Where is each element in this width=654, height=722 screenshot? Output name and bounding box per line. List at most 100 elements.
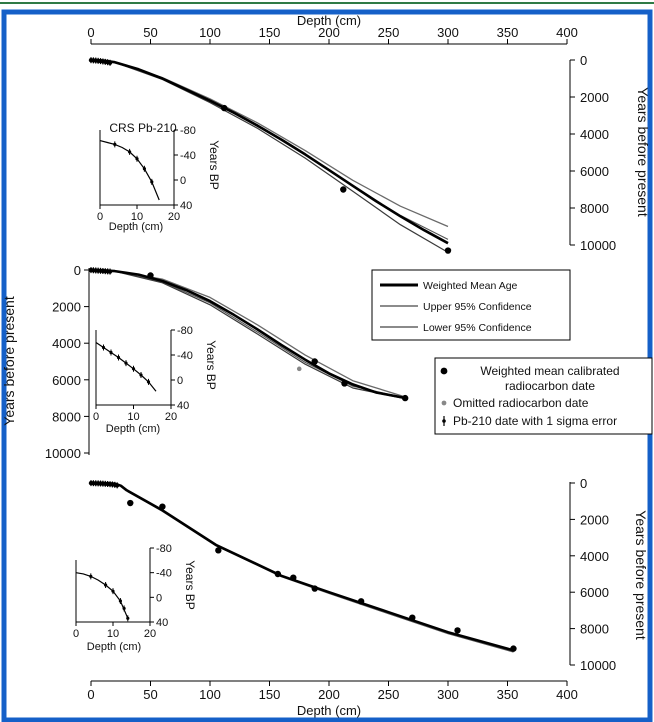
bottom-pb210-point bbox=[114, 483, 120, 488]
middle-inset-pb210-point bbox=[131, 367, 136, 371]
bottom-inset-pb210-curve bbox=[75, 572, 129, 619]
bottom-radiocarbon-point bbox=[510, 645, 517, 652]
top-inset-pb210-point bbox=[142, 167, 146, 171]
top-inset-x-label: Depth (cm) bbox=[109, 221, 163, 233]
bottom-x-tick-label: 250 bbox=[378, 687, 400, 702]
middle-y-tick-label: 2000 bbox=[52, 300, 81, 315]
top-inset-x-tick-label: 20 bbox=[168, 211, 180, 223]
bottom-radiocarbon-point bbox=[274, 570, 282, 578]
bottom-x-tick-label: 400 bbox=[556, 687, 578, 702]
middle-inset-y-tick-label: 0 bbox=[177, 375, 183, 387]
bottom-y-tick-label: 0 bbox=[580, 476, 587, 491]
top-y-ticks: 0 2000 4000 6000 8000 10000 bbox=[570, 53, 616, 253]
top-inset-title: CRS Pb-210 bbox=[109, 121, 177, 135]
bottom-x-tick-label: 300 bbox=[437, 687, 459, 702]
legend-marker-label: Omitted radiocarbon date bbox=[453, 396, 589, 410]
bottom-inset-y-label: Years BP bbox=[183, 560, 197, 610]
middle-inset-x-tick-label: 20 bbox=[165, 411, 177, 423]
top-x-tick-label: 300 bbox=[437, 25, 459, 40]
bottom-inset-pb210-point bbox=[122, 606, 126, 611]
middle-inset-pb210-point bbox=[116, 355, 121, 360]
legend-omitted-marker bbox=[441, 400, 447, 406]
top-x-axis-label: Depth (cm) bbox=[297, 13, 361, 28]
top-y-tick-label: 4000 bbox=[580, 127, 609, 142]
top-inset-pb210-point bbox=[113, 142, 117, 146]
top-inset-y-tick-label: -40 bbox=[180, 150, 196, 162]
middle-radiocarbon-point bbox=[401, 394, 409, 402]
middle-inset-pb210-point bbox=[124, 361, 128, 365]
top-x-tick-label: 250 bbox=[378, 25, 400, 40]
middle-inset-y-tick-label: 40 bbox=[177, 400, 189, 412]
line-legend: Weighted Mean Age Upper 95% Confidence Low… bbox=[371, 269, 571, 341]
top-x-tick-label: 350 bbox=[497, 25, 519, 40]
top-model-lines bbox=[90, 58, 449, 253]
bottom-x-ticks: 0 50 100 150 200 250 300 350 400 bbox=[87, 681, 578, 702]
middle-y-tick-label: 6000 bbox=[52, 373, 81, 388]
middle-inset-x-label: Depth (cm) bbox=[106, 423, 160, 435]
line-legend-entries: Weighted Mean Age Upper 95% Confidence Low… bbox=[380, 280, 532, 334]
top-radiocarbon-point bbox=[221, 104, 228, 112]
legend-marker-label: radiocarbon date bbox=[505, 379, 595, 393]
bottom-x-axis-label: Depth (cm) bbox=[297, 703, 361, 718]
bottom-inset-y-tick-label: -80 bbox=[156, 543, 172, 555]
middle-y-tick-label: 4000 bbox=[52, 336, 81, 351]
middle-inset-pb210-point bbox=[146, 380, 151, 384]
top-radiocarbon-point bbox=[340, 186, 347, 193]
bottom-radiocarbon-point bbox=[290, 574, 297, 581]
top-panel: 0 50 100 150 200 250 300 350 400 Depth (cm) 0200… bbox=[87, 13, 651, 254]
bottom-inset-y-tick-label: 0 bbox=[156, 592, 162, 604]
top-inset-x-tick-label: 10 bbox=[131, 211, 143, 223]
bottom-y-axis-label: Years before present bbox=[633, 510, 649, 640]
bottom-radiocarbon-point bbox=[454, 627, 461, 634]
legend-marker-label: Weighted mean calibrated bbox=[480, 364, 619, 378]
top-inset-y-label: Years BP bbox=[207, 140, 221, 190]
bottom-inset-pb210-point bbox=[111, 589, 115, 593]
bottom-inset-ticks: 0 10 20 -80 -40 0 40 bbox=[73, 543, 172, 640]
bottom-inset-pb210-point bbox=[104, 583, 108, 587]
top-x-tick-label: 400 bbox=[556, 25, 578, 40]
middle-inset-y-label: Years BP bbox=[204, 340, 218, 390]
bottom-y-tick-label: 6000 bbox=[580, 585, 609, 600]
bottom-inset-x-tick-label: 20 bbox=[144, 628, 156, 640]
bottom-radiocarbon-point bbox=[215, 547, 222, 554]
bottom-x-tick-label: 350 bbox=[497, 687, 519, 702]
top-x-tick-label: 100 bbox=[199, 25, 221, 40]
middle-radiocarbon-point bbox=[341, 380, 348, 387]
bottom-x-tick-label: 200 bbox=[318, 687, 340, 702]
middle-y-ticks: 0 2000 4000 6000 8000 10000 bbox=[45, 263, 89, 461]
bottom-y-tick-label: 2000 bbox=[580, 512, 609, 527]
bottom-x-tick-label: 150 bbox=[259, 687, 281, 702]
bottom-y-tick-label: 8000 bbox=[580, 622, 609, 637]
bottom-radiocarbon-point bbox=[357, 598, 365, 605]
top-y-tick-label: 2000 bbox=[580, 90, 609, 105]
bottom-inset-pb210-point bbox=[126, 616, 130, 620]
bottom-inset-x-tick-label: 0 bbox=[73, 628, 79, 640]
top-inset-x-tick-label: 0 bbox=[97, 211, 103, 223]
bottom-inset-plot bbox=[75, 572, 130, 622]
bottom-inset-pb210-point bbox=[118, 599, 122, 603]
middle-pb210-point bbox=[107, 269, 113, 274]
middle-y-tick-label: 0 bbox=[74, 263, 81, 278]
middle-y-tick-label: 8000 bbox=[52, 409, 81, 424]
bottom-radiocarbon-point bbox=[159, 503, 166, 510]
top-y-tick-label: 8000 bbox=[580, 201, 609, 216]
top-inset-pb210-point bbox=[150, 180, 154, 184]
middle-inset-y-tick-label: -80 bbox=[177, 325, 193, 337]
top-x-tick-label: 50 bbox=[143, 25, 157, 40]
bottom-y-tick-label: 10000 bbox=[580, 658, 616, 673]
middle-data-points bbox=[88, 267, 409, 402]
top-pb210-point bbox=[107, 60, 113, 65]
bottom-x-tick-label: 0 bbox=[87, 687, 94, 702]
middle-y-axis-label: Years before present bbox=[1, 296, 17, 426]
middle-inset-pb210-point bbox=[101, 345, 106, 350]
top-inset-pb210-point bbox=[135, 157, 139, 161]
middle-inset-ticks: 0 10 20 -80 -40 0 40 bbox=[93, 325, 193, 423]
legend-pb210-marker bbox=[442, 419, 446, 423]
top-x-ticks: 0 50 100 150 200 250 300 350 400 bbox=[87, 25, 578, 44]
top-data-points bbox=[88, 57, 452, 254]
bottom-radiocarbon-point bbox=[409, 614, 416, 621]
top-radiocarbon-point bbox=[444, 247, 452, 254]
bottom-y-ticks: 0 2000 4000 6000 8000 10000 bbox=[570, 476, 616, 673]
legend-marker-label: Pb-210 date with 1 sigma error bbox=[453, 414, 617, 428]
